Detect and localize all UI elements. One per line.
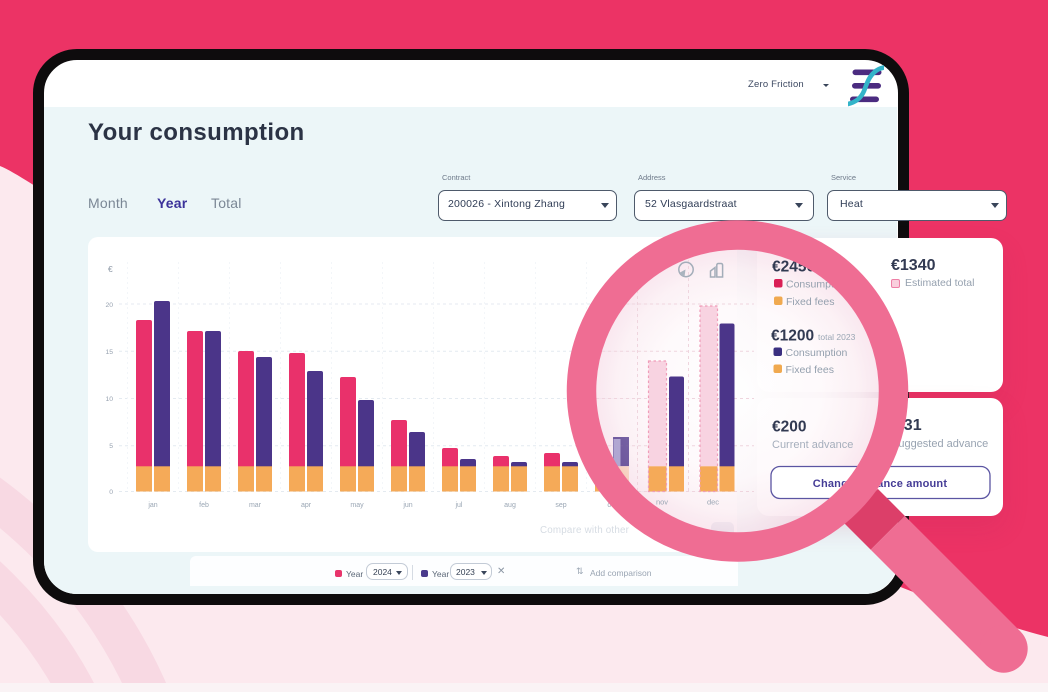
svg-text:feb: feb [199, 502, 209, 509]
svg-text:0: 0 [109, 489, 113, 496]
svg-text:aug: aug [504, 502, 516, 509]
svg-text:€1200: €1200 [771, 328, 814, 345]
svg-text:15: 15 [105, 349, 113, 356]
svg-text:total 2023: total 2023 [818, 332, 856, 342]
svg-text:nov: nov [656, 498, 668, 507]
svg-text:€: € [108, 264, 113, 274]
svg-text:jan: jan [147, 502, 157, 509]
svg-text:20: 20 [105, 302, 113, 309]
svg-text:mar: mar [249, 502, 262, 509]
svg-text:Compare with other: Compare with other [540, 525, 630, 536]
svg-text:jul: jul [454, 502, 462, 509]
svg-text:Fixed fees: Fixed fees [786, 296, 834, 308]
svg-text:Consumption: Consumption [786, 347, 848, 359]
svg-text:€200: €200 [772, 419, 806, 436]
svg-text:dec: dec [707, 498, 719, 507]
svg-text:10: 10 [105, 396, 113, 403]
svg-text:apr: apr [301, 502, 312, 509]
svg-text:jun: jun [402, 502, 412, 509]
svg-text:may: may [350, 502, 364, 509]
svg-text:sep: sep [555, 502, 566, 509]
svg-text:Current advance: Current advance [772, 439, 853, 451]
svg-text:5: 5 [109, 443, 113, 450]
svg-text:Fixed fees: Fixed fees [786, 364, 834, 376]
